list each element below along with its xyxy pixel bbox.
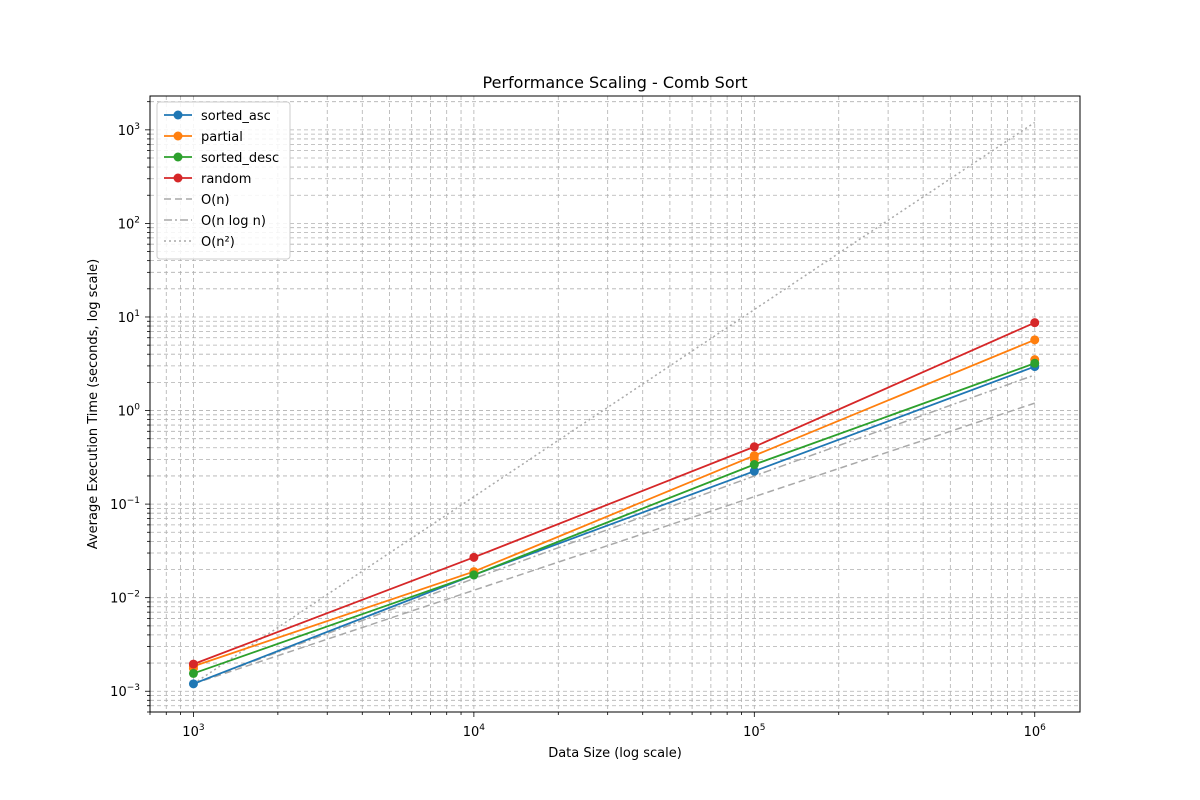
legend-marker-partial xyxy=(173,131,183,141)
x-tick-label: 106 xyxy=(1024,723,1047,740)
series-line-o-n xyxy=(193,121,1036,685)
data-point-sorted-desc xyxy=(1030,358,1040,368)
data-point-random xyxy=(749,442,759,452)
data-point-random xyxy=(1030,318,1040,328)
x-axis-label: Data Size (log scale) xyxy=(548,746,682,761)
legend-label-partial: partial xyxy=(201,130,243,145)
series-line-sorted-desc xyxy=(193,362,1036,675)
series-line-o-n xyxy=(193,402,1035,685)
data-point-sorted-asc xyxy=(188,679,198,689)
data-point-sorted-desc xyxy=(469,570,479,580)
axes: 103 104 105 106 10−3 10−2 10−1 100 101 102 103 xyxy=(110,101,1047,740)
grid xyxy=(149,96,1080,713)
series-line-sorted-asc xyxy=(193,365,1036,685)
x-tick-label: 104 xyxy=(463,723,486,740)
y-tick-label: 10−1 xyxy=(110,496,140,513)
y-tick-label: 10−2 xyxy=(110,590,140,607)
y-tick-label: 102 xyxy=(118,215,140,232)
y-tick-label: 100 xyxy=(118,403,141,420)
plot-frame xyxy=(149,95,1081,713)
series-line-partial xyxy=(193,338,1036,668)
data-point-sorted-desc xyxy=(749,460,759,470)
legend-label-o-n: O(n²) xyxy=(201,235,235,250)
x-tick-label: 103 xyxy=(182,723,204,740)
data-point-partial xyxy=(1030,335,1040,345)
series-layer xyxy=(188,121,1040,689)
legend-label-random: random xyxy=(201,172,251,187)
y-axis-label: Average Execution Time (seconds, log sca… xyxy=(86,259,101,549)
legend-label-o-n: O(n) xyxy=(201,193,230,208)
data-point-partial xyxy=(749,451,759,461)
legend-marker-random xyxy=(173,173,183,183)
series-line-o-n-log-n xyxy=(193,374,1036,685)
legend-label-o-n-log-n: O(n log n) xyxy=(201,214,266,229)
y-tick-label: 101 xyxy=(118,309,140,326)
data-point-random xyxy=(469,552,479,562)
legend-marker-sorted-asc xyxy=(173,110,183,120)
legend-box xyxy=(156,101,291,260)
legend-marker-sorted-desc xyxy=(173,152,183,162)
data-point-sorted-asc xyxy=(749,466,759,476)
data-point-random xyxy=(188,659,198,669)
legend-label-sorted-asc: sorted_asc xyxy=(201,109,271,124)
y-tick-label: 103 xyxy=(118,122,140,139)
x-tick-label: 105 xyxy=(743,723,765,740)
legend-label-sorted-desc: sorted_desc xyxy=(201,151,279,166)
series-line-random xyxy=(193,321,1036,665)
chart-title: Performance Scaling - Comb Sort xyxy=(483,73,748,92)
y-tick-label: 10−3 xyxy=(110,683,140,700)
data-point-sorted-desc xyxy=(188,668,198,678)
